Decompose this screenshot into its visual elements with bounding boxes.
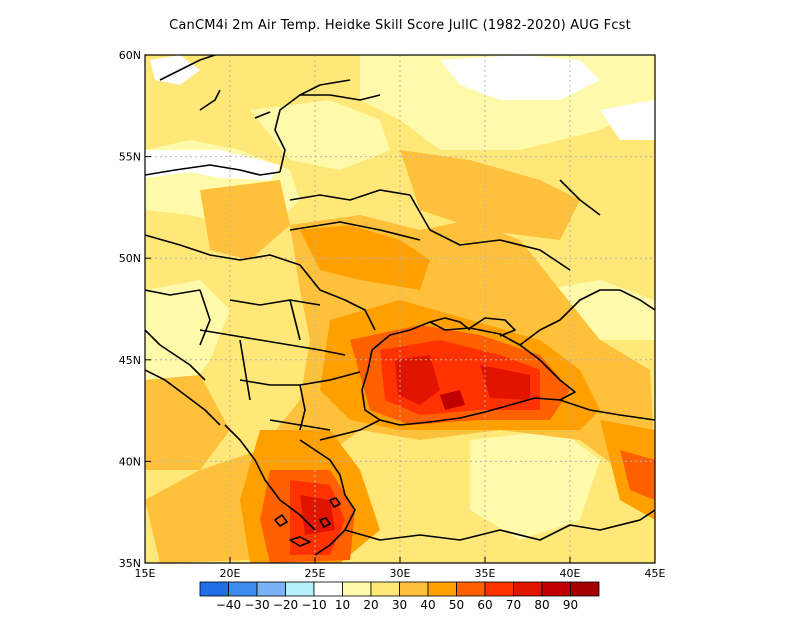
lon-tick-label: 45E	[645, 567, 666, 580]
colorbar-label: 40	[420, 598, 435, 612]
longitude-axis: 15E 20E 25E 30E 35E 40E 45E	[135, 557, 666, 580]
colorbar-label: −10	[301, 598, 326, 612]
colorbar-swatch	[513, 581, 543, 597]
lon-tick-label: 20E	[220, 567, 241, 580]
colorbar: −40 −30 −20 −10 10 20 30 40 50 60 70 80 90	[199, 581, 600, 612]
colorbar-swatch	[285, 581, 315, 597]
coastlines-and-borders	[145, 55, 655, 556]
latitude-axis: 35N 40N 45N 50N 55N 60N	[119, 49, 151, 570]
lat-tick-label: 50N	[119, 252, 141, 265]
colorbar-label: −30	[244, 598, 269, 612]
colorbar-label: 70	[506, 598, 521, 612]
colorbar-swatch	[313, 581, 343, 597]
colorbar-swatch	[456, 581, 486, 597]
lat-tick-label: 55N	[119, 151, 141, 164]
colorbar-label: 10	[335, 598, 350, 612]
colorbar-swatch	[342, 581, 372, 597]
colorbar-swatch	[399, 581, 429, 597]
lat-tick-label: 35N	[119, 557, 141, 570]
lon-tick-label: 30E	[390, 567, 411, 580]
lon-tick-label: 40E	[560, 567, 581, 580]
colorbar-label: 80	[534, 598, 549, 612]
lon-tick-label: 25E	[305, 567, 326, 580]
lat-tick-label: 60N	[119, 49, 141, 62]
colorbar-label: 30	[392, 598, 407, 612]
colorbar-swatch	[484, 581, 514, 597]
lon-tick-label: 35E	[475, 567, 496, 580]
colorbar-swatch	[541, 581, 571, 597]
colorbar-swatch	[427, 581, 457, 597]
lat-tick-label: 40N	[119, 455, 141, 468]
colorbar-label: −20	[273, 598, 298, 612]
colorbar-swatch	[256, 581, 286, 597]
colorbar-swatch	[228, 581, 258, 597]
colorbar-label: 90	[563, 598, 578, 612]
colorbar-label: 50	[449, 598, 464, 612]
colorbar-label: −40	[216, 598, 241, 612]
lat-tick-label: 45N	[119, 354, 141, 367]
colorbar-swatch	[570, 581, 600, 597]
colorbar-label: 20	[363, 598, 378, 612]
colorbar-swatch	[199, 581, 229, 597]
map-title: CanCM4i 2m Air Temp. Heidke Skill Score …	[169, 18, 631, 33]
shaded-field	[145, 55, 655, 563]
colorbar-label: 60	[477, 598, 492, 612]
colorbar-swatch	[370, 581, 400, 597]
lon-tick-label: 15E	[135, 567, 156, 580]
